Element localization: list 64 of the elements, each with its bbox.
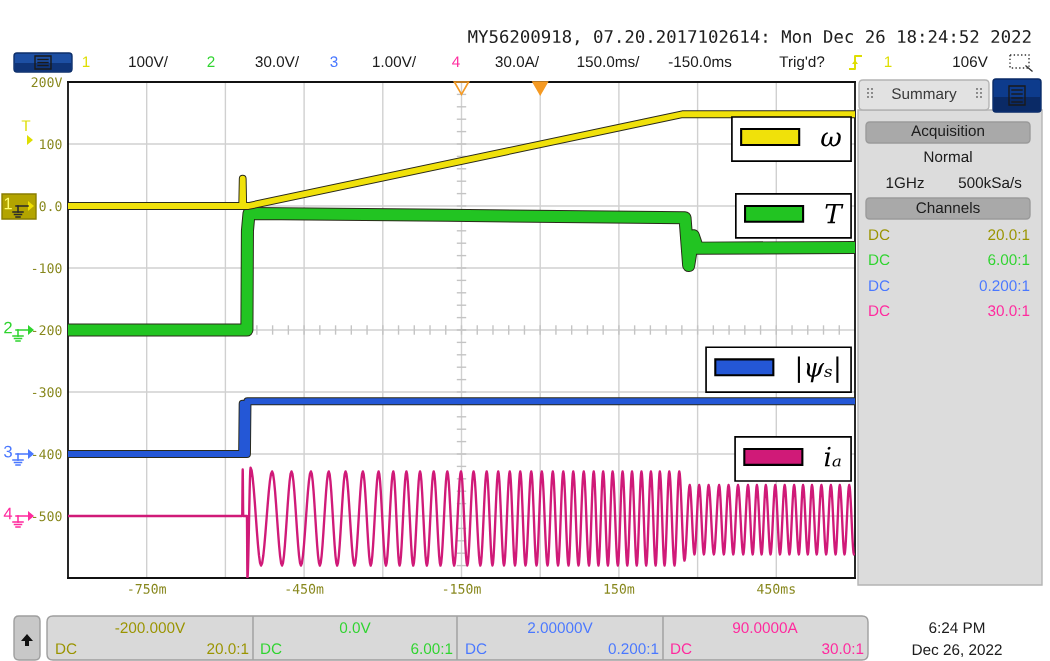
text: 1 xyxy=(884,56,892,67)
x-tick-label: -150m xyxy=(443,583,481,594)
x-tick-label: -450m xyxy=(286,583,324,594)
text: 2 xyxy=(4,321,12,334)
text: DC xyxy=(56,643,77,655)
text: 0.200:1 xyxy=(608,643,659,655)
text: Normal xyxy=(924,150,972,163)
text: DC xyxy=(261,643,282,655)
x-tick-label: -750m xyxy=(129,583,166,594)
y-tick-label: -200 xyxy=(32,325,62,336)
text: 100V/ xyxy=(129,55,168,68)
text: Dec 26, 2022 xyxy=(912,644,1002,657)
text: 150.0ms/ xyxy=(577,55,640,68)
legend-label: |ψₛ| xyxy=(797,356,839,383)
text: Summary xyxy=(892,88,957,103)
text: DC xyxy=(869,254,890,266)
text: 30.0V/ xyxy=(255,55,300,68)
text: DC xyxy=(671,643,692,655)
text: 20.0:1 xyxy=(988,229,1030,241)
text: Channels xyxy=(916,201,980,214)
y-tick-label: -500 xyxy=(32,511,62,522)
text: 20.0:1 xyxy=(207,643,249,655)
legend-label: T xyxy=(825,203,844,224)
text: 1 xyxy=(4,197,12,210)
text: 6.00:1 xyxy=(988,254,1030,266)
text: -200.000V xyxy=(115,622,186,634)
x-tick-label: 450ms xyxy=(757,583,795,594)
text: 1.00V/ xyxy=(373,55,417,68)
text: 0.0V xyxy=(339,622,371,634)
text: 30.0A/ xyxy=(495,55,540,68)
y-tick-label: -300 xyxy=(32,387,62,398)
y-tick-label: 200V xyxy=(31,77,63,88)
text: 4 xyxy=(452,56,460,67)
y-tick-label: -100 xyxy=(32,263,62,274)
text: 1 xyxy=(82,56,90,67)
text: 30.0:1 xyxy=(988,305,1030,317)
text: Trig'd? xyxy=(779,55,825,71)
text: 1GHz xyxy=(886,177,924,189)
text: 30.0:1 xyxy=(822,643,864,655)
x-tick-label: 150m xyxy=(604,583,635,594)
text: DC xyxy=(869,229,890,241)
legend-label: ω xyxy=(821,132,841,147)
y-tick-label: 0.0 xyxy=(39,201,62,212)
text: DC xyxy=(869,305,890,317)
text: T xyxy=(21,120,31,131)
text: DC xyxy=(466,643,487,655)
text: 106V xyxy=(953,56,988,68)
text: DC xyxy=(869,280,890,292)
text: 2.00000V xyxy=(528,622,593,634)
text: -150.0ms xyxy=(668,56,732,68)
text: 500kSa/s xyxy=(958,176,1022,189)
text: 6.00:1 xyxy=(411,643,453,655)
text: 0.200:1 xyxy=(979,280,1030,292)
text: 6:24 PM xyxy=(929,622,985,634)
text: 90.0000A xyxy=(733,622,798,634)
y-tick-label: 100 xyxy=(40,139,62,150)
legend-label: iₐ xyxy=(824,446,841,467)
text: MY56200918, 07.20.2017102614: Mon Dec 26 18:24:52 2022 xyxy=(468,29,1031,46)
text: 2 xyxy=(207,56,215,67)
text: 3 xyxy=(330,56,338,68)
text: 3 xyxy=(4,445,12,458)
text: 4 xyxy=(3,507,13,520)
y-tick-label: -400 xyxy=(32,449,62,460)
text: Acquisition xyxy=(911,124,984,140)
